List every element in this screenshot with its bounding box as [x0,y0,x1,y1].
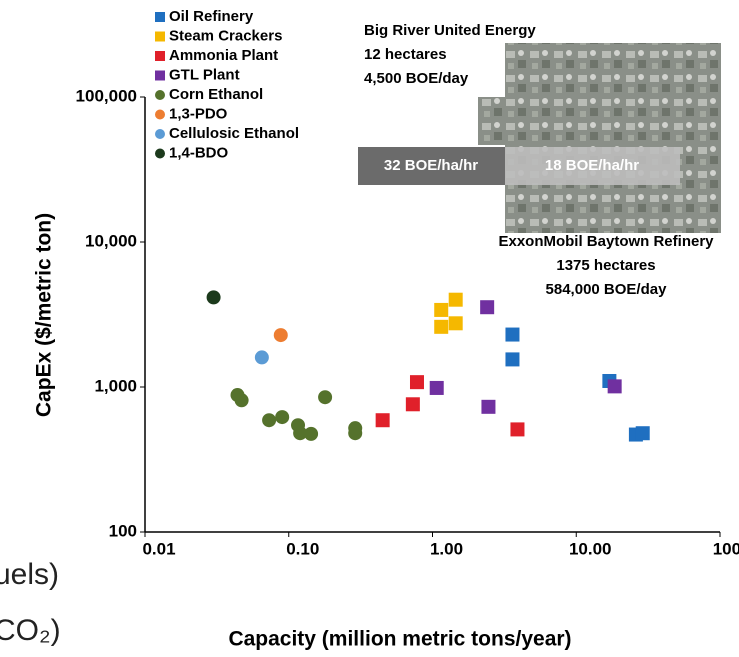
point [434,303,448,317]
y-tick-label: 100,000 [76,86,137,105]
y-tick-label: 1,000 [94,376,137,395]
annotation: 584,000 BOE/day [546,281,668,298]
annotation: Big River United Energy [364,22,536,39]
y-tick-label: 100 [109,521,137,540]
legend-label: Cellulosic Ethanol [169,125,299,142]
legend-label: GTL Plant [169,66,240,83]
legend-label: Steam Crackers [169,27,282,44]
slide-fragment: CO₂) [0,614,61,647]
point [274,328,288,342]
slide-fragment: uels) [0,558,59,591]
annotation: 32 BOE/ha/hr [384,157,478,174]
legend-marker [155,51,165,61]
point [207,290,221,304]
point [636,426,650,440]
aerial-photo-small [478,97,505,145]
legend-label: Ammonia Plant [169,47,278,64]
point [275,410,289,424]
x-axis-label: Capacity (million metric tons/year) [228,628,571,651]
legend-marker [155,90,165,100]
point [376,413,390,427]
x-tick-label: 1.00 [430,539,463,558]
point [449,293,463,307]
point [510,422,524,436]
chart: 32 BOE/ha/hr 18 BOE/ha/hr Big River Unit… [0,0,739,657]
x-tick-label: 0.10 [286,539,319,558]
legend-label: 1,4-BDO [169,144,229,161]
point [235,393,249,407]
aerial-photo [505,43,721,233]
legend-marker [155,129,165,139]
x-tick-label: 10.00 [569,539,612,558]
legend-marker [155,110,165,120]
legend-label: Oil Refinery [169,8,254,25]
legend-label: Corn Ethanol [169,86,263,103]
point [348,421,362,435]
point [430,381,444,395]
point [304,427,318,441]
annotation: 1375 hectares [556,257,655,274]
legend-marker [155,32,165,42]
point [505,328,519,342]
x-tick-label: 100.0 [713,539,739,558]
point [505,352,519,366]
point [255,350,269,364]
point [449,316,463,330]
annotation: 18 BOE/ha/hr [545,157,639,174]
legend-marker [155,71,165,81]
annotation: ExxonMobil Baytown Refinery [498,233,714,250]
point [318,390,332,404]
point [481,400,495,414]
annotation: 4,500 BOE/day [364,70,469,87]
legend-label: 1,3-PDO [169,105,228,122]
y-axis-label: CapEx ($/metric ton) [33,213,56,417]
point [434,320,448,334]
point [480,300,494,314]
x-tick-label: 0.01 [142,539,175,558]
point [406,397,420,411]
point [410,375,424,389]
y-tick-label: 10,000 [85,231,137,250]
annotation: 12 hectares [364,46,447,63]
legend-marker [155,12,165,22]
point [608,379,622,393]
legend-marker [155,149,165,159]
point [262,413,276,427]
